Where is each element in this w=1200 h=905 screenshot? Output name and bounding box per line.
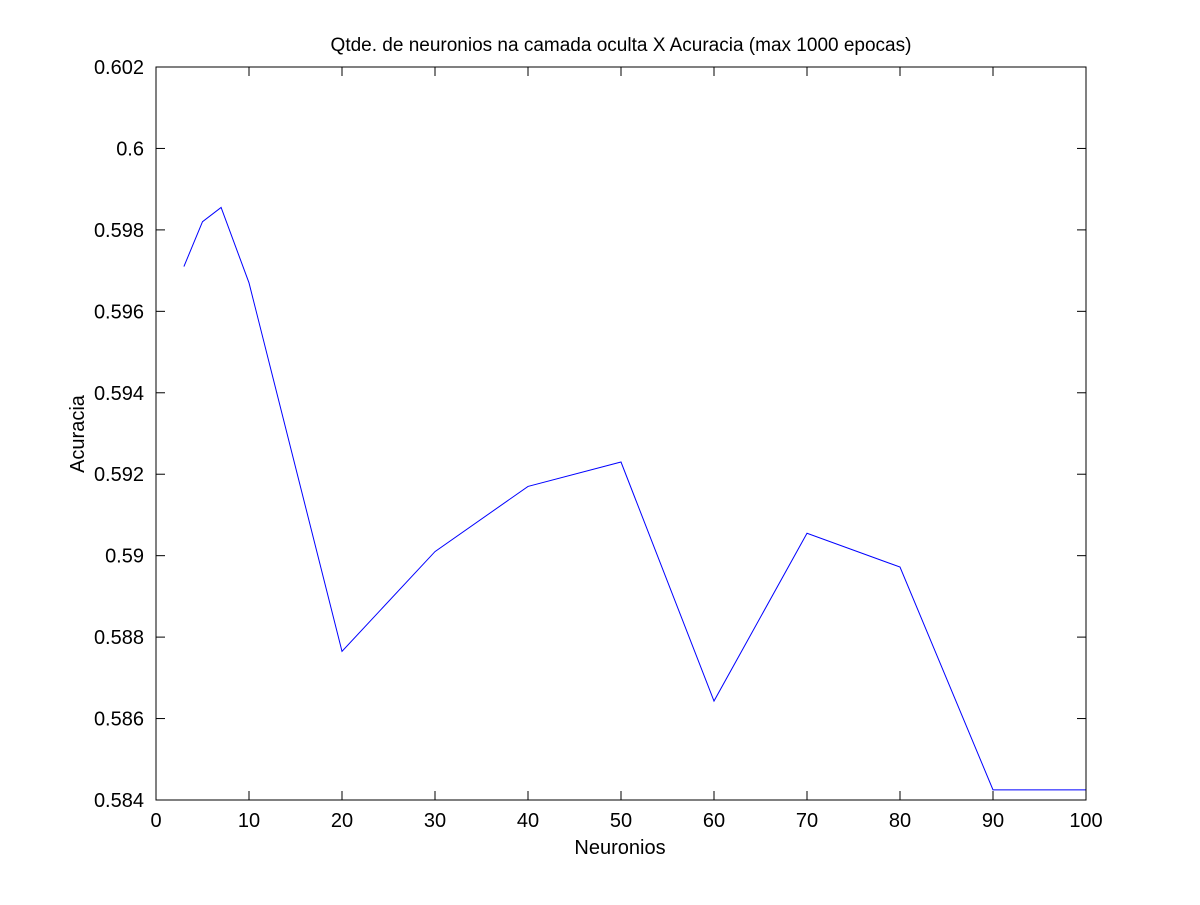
x-tick-label: 30 xyxy=(424,810,446,832)
ticks-layer: 0 10 20 30 40 50 60 70 80 90 100 0.584 0.586 0.588 0.5… xyxy=(94,57,1103,832)
y-tick-label: 0.594 xyxy=(94,383,144,405)
plot-area xyxy=(156,67,1086,800)
series-layer xyxy=(183,206,1086,791)
y-tick-label: 0.586 xyxy=(94,709,144,731)
x-tick-label: 60 xyxy=(703,810,725,832)
y-tick-label: 0.596 xyxy=(94,301,144,323)
x-tick-label: 20 xyxy=(331,810,353,832)
x-tick-label: 40 xyxy=(517,810,539,832)
y-tick-label: 0.592 xyxy=(94,464,144,486)
x-tick-label: 90 xyxy=(982,810,1004,832)
x-tick-label: 100 xyxy=(1069,810,1102,832)
y-tick-label: 0.59 xyxy=(105,546,144,568)
y-tick-label: 0.584 xyxy=(94,790,144,812)
plot-frame xyxy=(155,66,1087,801)
chart-title: Qtde. de neuronios na camada oculta X Ac… xyxy=(331,35,912,56)
y-tick-label: 0.588 xyxy=(94,627,144,649)
y-tick-label: 0.598 xyxy=(94,220,144,242)
x-tick-label: 50 xyxy=(610,810,632,832)
y-axis-label: Acuracia xyxy=(67,394,89,473)
series-line xyxy=(183,206,1086,791)
x-tick-label: 80 xyxy=(889,810,911,832)
x-tick-label: 70 xyxy=(796,810,818,832)
x-axis-label: Neuronios xyxy=(574,837,665,859)
y-tick-label: 0.6 xyxy=(116,138,144,160)
x-tick-label: 0 xyxy=(150,810,161,832)
y-tick-label: 0.602 xyxy=(94,57,144,79)
x-tick-label: 10 xyxy=(238,810,260,832)
